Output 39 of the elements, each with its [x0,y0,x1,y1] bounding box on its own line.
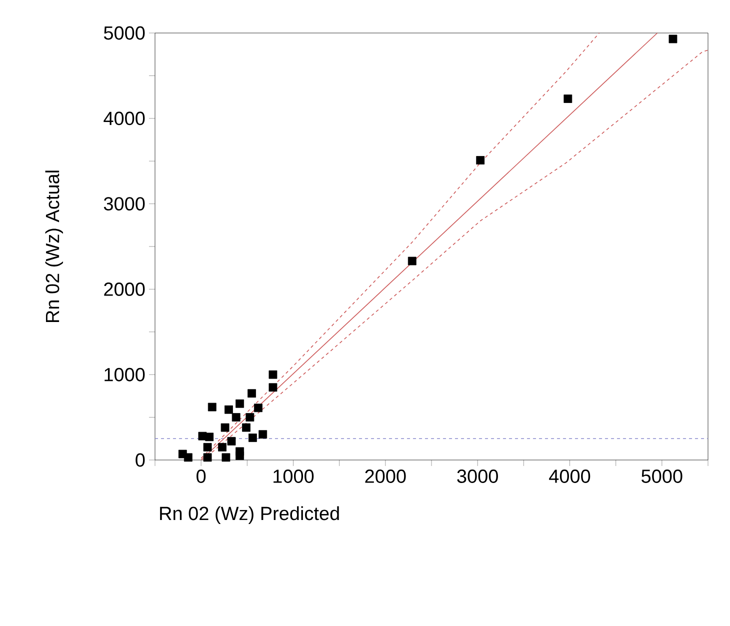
x-tick-label: 5000 [642,470,682,483]
point [236,399,244,408]
point [268,370,278,379]
point [258,430,268,439]
point [236,452,244,460]
point [242,423,250,432]
x-axis-title: Rn 02 (Wz) Predicted [160,506,339,524]
x-tick-label: 0 [196,470,206,483]
point [205,432,214,442]
point [227,437,236,446]
x-tick-label: 1000 [274,470,314,483]
point [476,156,485,164]
point [218,442,226,452]
point [268,383,278,392]
point [208,402,216,412]
x-tick-label: 3000 [457,470,498,483]
point [224,405,233,414]
x-tick-label: 2000 [365,470,406,483]
y-tick-label: 0 [136,453,145,467]
y-tick-label: 3000 [104,197,145,211]
point [254,404,262,412]
y-tick-label: 1000 [104,368,145,382]
point [564,94,572,103]
point [220,423,230,432]
point [222,453,230,462]
point [232,413,240,422]
y-tick-label: 4000 [104,112,145,126]
point [246,413,254,422]
point [668,34,678,44]
y-tick-label: 2000 [104,282,145,296]
x-tick-label: 4000 [549,470,590,483]
point [203,453,212,462]
point [184,453,192,462]
y-axis-title: Rn 02 (Wz) Actual [45,170,63,322]
point [408,256,416,266]
y-tick-label: 5000 [104,26,145,40]
point [248,434,257,442]
point [248,389,256,398]
point [203,442,212,452]
